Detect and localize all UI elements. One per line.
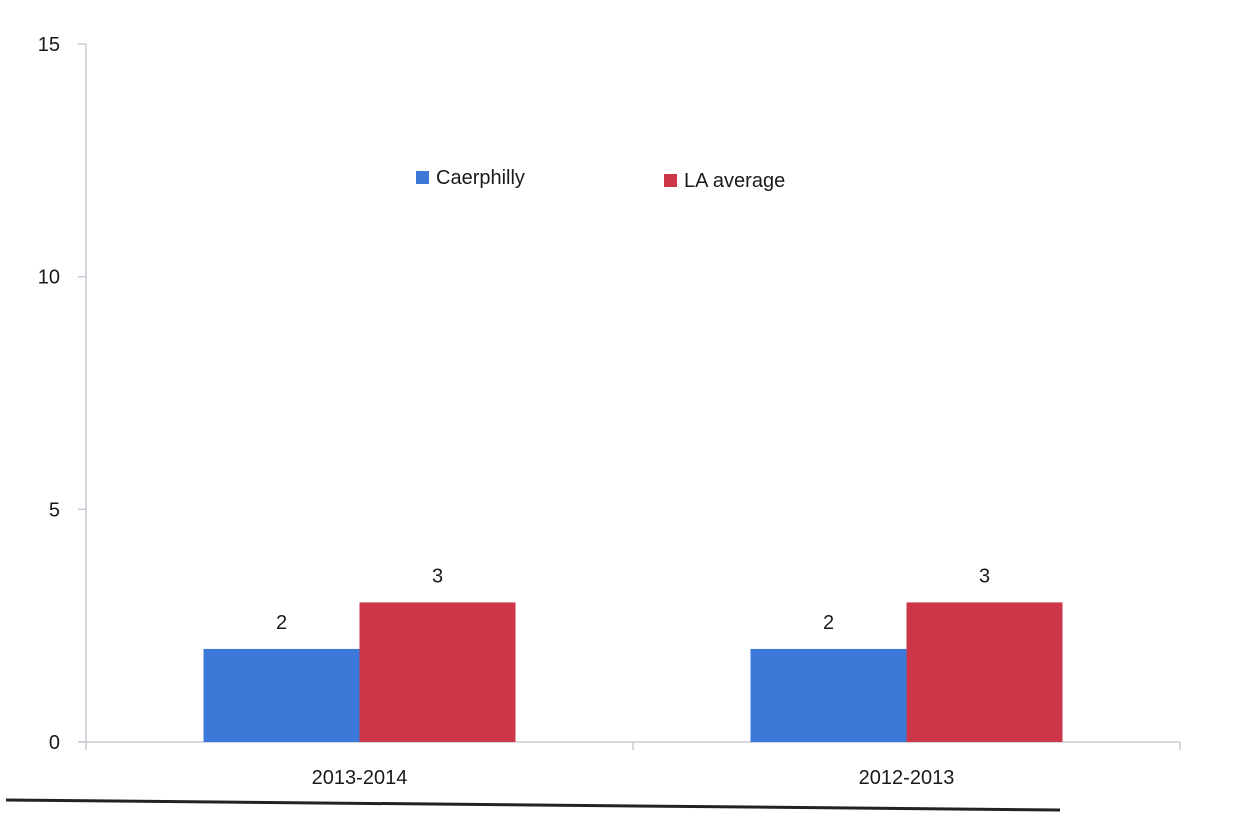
x-axis-ticks: 2013-2014 2012-2013 xyxy=(85,742,1181,789)
frame-bottom-edge xyxy=(5,798,1061,812)
bar-la-average xyxy=(906,602,1063,742)
bar-data-label: 3 xyxy=(432,565,443,587)
bars-group xyxy=(203,602,1063,742)
bar-data-label: 2 xyxy=(823,612,834,634)
bar-data-label: 2 xyxy=(276,612,287,634)
y-tick-label: 15 xyxy=(38,34,60,56)
y-tick-label: 5 xyxy=(49,499,60,521)
legend: Caerphilly LA average xyxy=(416,167,785,192)
bar-data-label: 3 xyxy=(979,565,990,587)
y-tick-label: 10 xyxy=(38,267,60,289)
legend-label: LA average xyxy=(684,170,785,192)
legend-label: Caerphilly xyxy=(436,167,525,189)
legend-swatch xyxy=(664,174,677,187)
y-tick-label: 0 xyxy=(49,732,60,754)
y-axis-ticks: 0 5 10 15 xyxy=(38,34,86,754)
x-category-label: 2012-2013 xyxy=(859,767,955,789)
bar-caerphilly xyxy=(203,648,360,742)
x-category-label: 2013-2014 xyxy=(312,767,408,789)
legend-swatch xyxy=(416,171,429,184)
data-labels-group: 2 3 2 3 xyxy=(276,565,990,634)
bar-caerphilly xyxy=(750,648,907,742)
bar-la-average xyxy=(359,602,516,742)
